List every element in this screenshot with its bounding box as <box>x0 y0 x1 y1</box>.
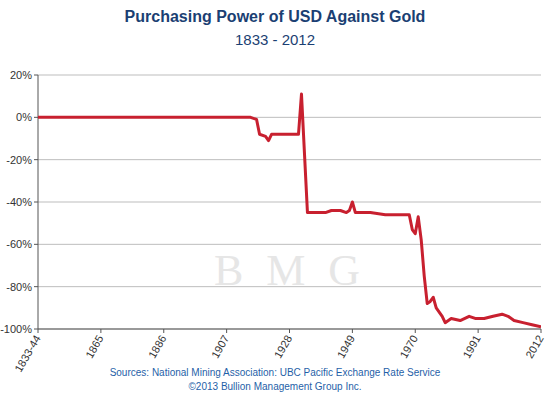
x-tick <box>163 329 164 333</box>
y-tick <box>34 117 38 118</box>
title: Purchasing Power of USD Against Gold <box>125 8 426 25</box>
grid-line <box>38 75 541 76</box>
subtitle: 1833 - 2012 <box>235 31 315 48</box>
watermark: B M G <box>214 246 366 295</box>
x-tick-label: 1991 <box>460 333 483 360</box>
x-tick-label: 1949 <box>334 333 357 360</box>
y-tick-label: -100% <box>0 323 32 335</box>
y-tick <box>34 202 38 203</box>
y-tick <box>34 159 38 160</box>
x-tick <box>352 329 353 333</box>
y-tick-label: 20% <box>10 69 32 81</box>
x-tick <box>38 329 39 333</box>
x-tick-label: 2012 <box>523 333 546 360</box>
x-tick-label: 1865 <box>83 333 106 360</box>
source: Sources: National Mining Association: UB… <box>110 367 441 378</box>
x-tick <box>478 329 479 333</box>
y-tick-label: -20% <box>6 154 32 166</box>
y-tick-label: -40% <box>6 196 32 208</box>
x-tick-label: 1970 <box>397 333 420 360</box>
plot-area <box>38 94 541 327</box>
x-tick-label: 1928 <box>272 333 295 360</box>
x-tick <box>100 329 101 333</box>
copyright: ©2013 Bullion Management Group Inc. <box>188 381 361 392</box>
grid-line <box>38 286 541 287</box>
chart: B M G Purchasing Power of USD Against Gol… <box>0 0 550 399</box>
grid-line <box>38 244 541 245</box>
x-tick <box>289 329 290 333</box>
x-tick <box>541 329 542 333</box>
y-tick-label: 0% <box>16 111 32 123</box>
x-tick <box>226 329 227 333</box>
y-tick <box>34 329 38 330</box>
y-tick-label: -60% <box>6 238 32 250</box>
y-tick <box>34 75 38 76</box>
data-line <box>38 94 541 327</box>
grid-line <box>38 202 541 203</box>
x-tick-label: 1833-44 <box>12 333 43 374</box>
y-tick <box>34 244 38 245</box>
x-tick-label: 1886 <box>146 333 169 360</box>
grid-line <box>38 159 541 160</box>
y-tick-label: -80% <box>6 281 32 293</box>
y-tick <box>34 286 38 287</box>
x-tick <box>415 329 416 333</box>
x-tick-label: 1907 <box>209 333 232 360</box>
y-axis <box>38 75 39 329</box>
